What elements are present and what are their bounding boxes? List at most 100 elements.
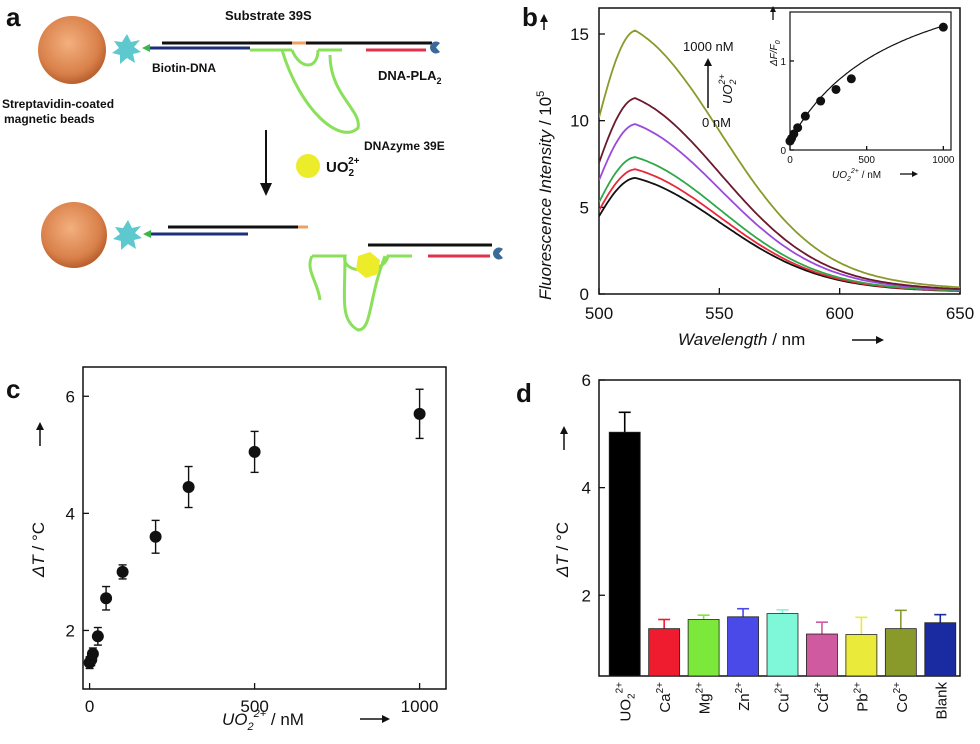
- panel-b-frame: [598, 7, 961, 295]
- panel-d-y-tick-label: 4: [582, 479, 591, 498]
- inset-x-label-sep: /: [859, 170, 867, 181]
- panel-d-label-sup: 2+: [695, 682, 706, 694]
- panel-c-y-tick-label: 4: [66, 504, 75, 523]
- panel-b-x-arrowhead: [876, 336, 884, 344]
- pla2-enzyme-top: [430, 41, 440, 54]
- panel-c-letter: c: [6, 374, 20, 404]
- panel-b-series-line-2: [599, 156, 960, 292]
- magnetic-bead-bottom: [41, 202, 107, 268]
- panel-d-category-label: Co2+: [892, 682, 911, 713]
- panel-d-y-tick-label: 2: [582, 586, 591, 605]
- panel-d-y-axis-label: ΔT / °C: [553, 522, 572, 578]
- panel-c-data-point: [86, 647, 99, 660]
- panel-d-category-label: Blank: [933, 682, 950, 720]
- panel-d-label-base: Ca: [657, 693, 674, 713]
- panel-b-concentration-arrowhead: [704, 58, 712, 66]
- dnazyme-strand-top: [250, 48, 360, 134]
- bead-label-line2: magnetic beads: [4, 112, 95, 126]
- streptavidin-star-bottom: [113, 220, 142, 250]
- inset-y-tick-label: 0: [780, 146, 786, 157]
- panel-c-x-tick-label: 1000: [401, 697, 439, 716]
- inset-x-axis-label: UO22+ / nM: [832, 168, 881, 183]
- inset-x-tick-label: 0: [787, 155, 793, 166]
- panel-c-data-point: [91, 630, 104, 643]
- panel-d-category-label: Cu2+: [774, 682, 793, 713]
- panel-d-category-label: Mg2+: [695, 682, 714, 714]
- panel-b-y-tick-label: 15: [570, 25, 589, 44]
- panel-d-label-sup: 2+: [892, 682, 903, 694]
- panel-d-bars: d ΔT / °C 246UO22+Ca2+Mg2+Zn2+Cu2+Cd2+Pb…: [516, 371, 961, 722]
- panel-b-y-tick-label: 10: [570, 112, 589, 131]
- magnetic-bead-top: [38, 16, 106, 84]
- inset-x-label-sub: 2: [846, 176, 851, 183]
- dnazyme-label: DNAzyme 39E: [364, 139, 445, 153]
- inset-y-axis-label: ΔF/F0: [769, 40, 782, 67]
- panel-c-scatter: c ΔT / °C UO22+ / nM 0 500 1000 2 4 6: [6, 366, 447, 733]
- panel-d-bar: [608, 431, 641, 677]
- panel-d-y-arrowhead: [560, 426, 568, 434]
- panel-b-y-tick-label: 5: [580, 198, 589, 217]
- panel-b-series-line-5: [599, 29, 960, 289]
- bead-label-line1: Streptavidin-coated: [2, 97, 114, 111]
- panel-d-label-sup: 2+: [734, 682, 745, 694]
- panel-c-data-point: [100, 592, 113, 605]
- panel-b-letter: b: [522, 2, 538, 32]
- panel-d-label-sup: 2+: [813, 682, 824, 694]
- panel-c-x-tick-label: 0: [85, 697, 94, 716]
- dna-pla2-label: DNA-PLA2: [378, 68, 442, 86]
- panel-d-label-sup: 2+: [615, 682, 626, 694]
- panel-d-bar: [766, 613, 799, 677]
- panel-d-label-sup: 2+: [655, 682, 666, 694]
- uranyl-ion-marker: [296, 154, 320, 178]
- panel-c-frame: [82, 366, 447, 690]
- panel-d-label-base: Pb: [854, 693, 871, 711]
- inset-x-label-unit: nM: [867, 170, 881, 181]
- panel-d-bar: [727, 616, 759, 677]
- panel-d-label-base: UO: [618, 699, 635, 722]
- panel-c-y-axis-label: ΔT / °C: [29, 522, 48, 578]
- panel-d-label-base: Cu: [776, 693, 793, 712]
- inset-x-tick-label: 1000: [932, 155, 955, 166]
- panel-c-x-arrowhead: [382, 715, 390, 723]
- streptavidin-star-top: [112, 34, 141, 64]
- panel-d-category-label: Pb2+: [852, 682, 871, 712]
- panel-b-annotation-bottom: 0 nM: [702, 115, 731, 130]
- panel-c-y-arrowhead: [36, 422, 44, 430]
- inset-data-point: [938, 22, 948, 32]
- panel-d-label-sub: 2: [627, 693, 638, 699]
- panel-d-label-sup: 2+: [852, 682, 863, 694]
- panel-d-label-base: Co: [894, 693, 911, 712]
- inset-x-label-ion: UO: [832, 170, 847, 181]
- panel-d-label-base: Cd: [815, 693, 832, 712]
- inset-fit-curve: [789, 25, 944, 142]
- panel-d-category-label: Cd2+: [813, 682, 832, 713]
- panel-b-annotation-ion: UO22+: [717, 74, 738, 104]
- inset-y-label-sub: 0: [775, 40, 782, 44]
- inset-data-point: [800, 111, 810, 121]
- panel-d-label-base: Mg: [697, 693, 714, 714]
- panel-a-schematic: a Substrate 39S Biotin-DNA DNA-PLA2 Stre…: [2, 2, 503, 332]
- panel-b-y-tick-label: 0: [580, 285, 589, 304]
- panel-c-data-point: [182, 481, 195, 494]
- inset-data-point: [831, 84, 841, 94]
- panel-b-y-arrowhead: [540, 14, 548, 22]
- bound-uranyl-ion: [356, 252, 380, 278]
- panel-d-bar: [648, 628, 681, 677]
- panel-c-plot-area: 0 500 1000 2 4 6: [66, 366, 447, 716]
- inset-y-tick-label: 1: [780, 57, 786, 68]
- panel-d-label-base: Blank: [933, 682, 950, 720]
- panel-d-bar: [924, 622, 957, 677]
- panel-c-data-point: [116, 565, 129, 578]
- panel-b-x-tick-label: 600: [825, 304, 853, 323]
- panel-c-data-point: [248, 445, 261, 458]
- inset-data-point: [846, 74, 856, 84]
- panel-b-x-tick-label: 550: [705, 304, 733, 323]
- panel-b-annotation-top: 1000 nM: [683, 39, 734, 54]
- inset-y-label-main: ΔF/F: [769, 43, 780, 67]
- biotin-marker-bottom: [143, 230, 151, 238]
- panel-b-y-axis-label: Fluorescence Intensity / 105: [535, 91, 555, 300]
- inset-data-point: [793, 123, 803, 133]
- panel-a-letter: a: [6, 2, 21, 32]
- inset-data-point: [816, 96, 826, 106]
